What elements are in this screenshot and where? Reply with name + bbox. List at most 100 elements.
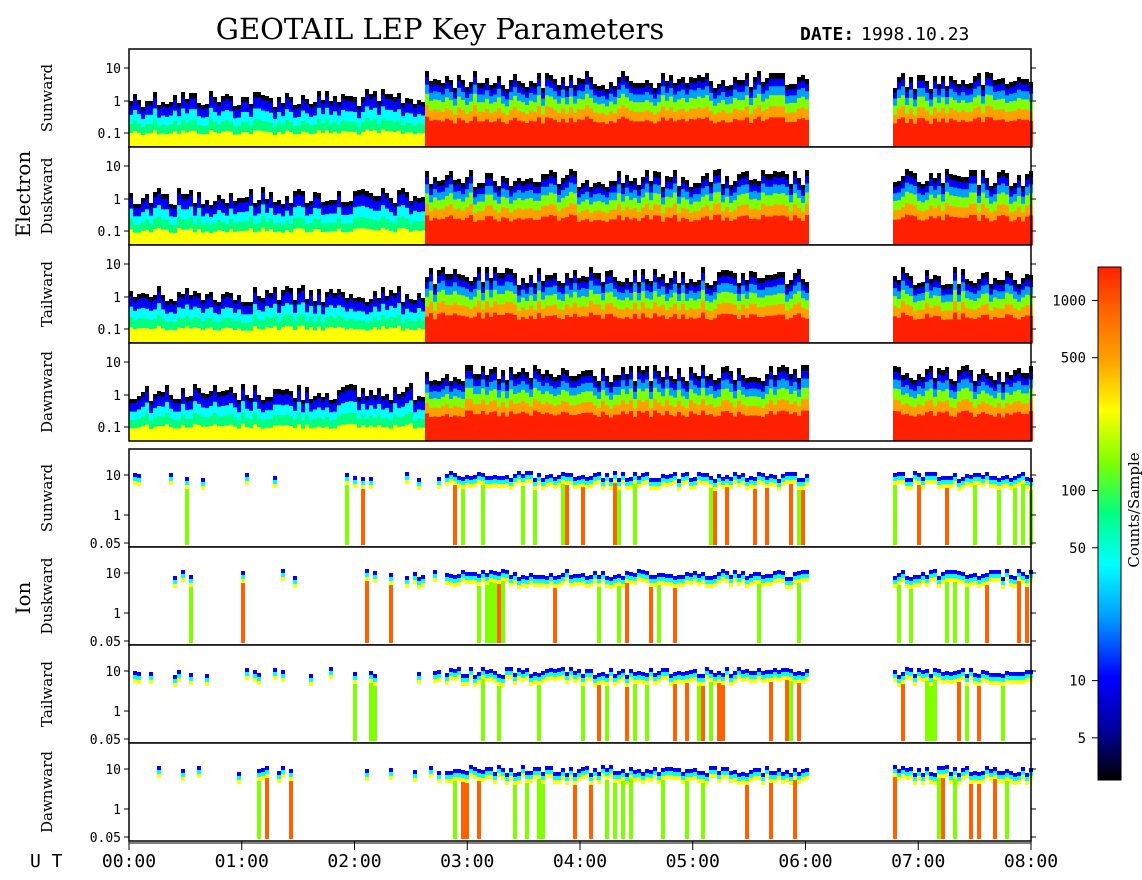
spectrogram-cell — [593, 415, 597, 442]
spectrogram-cell — [961, 291, 965, 303]
spectrogram-cell — [753, 481, 757, 485]
spectrogram-cell — [661, 86, 665, 96]
spectrogram-cell — [369, 329, 373, 344]
spectrogram-cell — [609, 121, 613, 148]
spectrogram-cell — [197, 328, 201, 344]
spectrogram-cell — [989, 221, 993, 246]
spectrogram-cell — [353, 390, 357, 403]
spectrogram-cell — [981, 374, 985, 383]
spectrogram-cell — [513, 79, 517, 88]
spectrogram-cell — [909, 406, 913, 417]
spectrogram-cell — [1005, 173, 1009, 180]
spectrogram-cell — [489, 103, 493, 114]
spectrogram-cell — [401, 193, 405, 206]
spectrogram-cell — [1001, 78, 1005, 85]
spectrogram-cell — [1009, 82, 1013, 88]
spectrogram-cell — [921, 188, 925, 196]
spectrogram-cell — [189, 409, 193, 419]
spectrogram-cell — [205, 125, 209, 135]
spectrogram-cell — [957, 176, 961, 183]
spectrogram-cell — [297, 205, 301, 218]
spectrogram-cell — [293, 191, 297, 197]
spectrogram-cell — [449, 475, 453, 479]
spectrogram-cell — [625, 81, 629, 90]
spectrogram-cell — [197, 125, 201, 135]
spectrogram-cell — [573, 405, 577, 416]
spectrogram-cell — [797, 415, 801, 442]
spectrogram-cell — [333, 399, 337, 404]
spectrogram-cell — [653, 302, 657, 314]
spectrogram-cell — [169, 418, 173, 428]
spectrogram-cell — [697, 107, 701, 119]
spectrogram-cell — [801, 75, 805, 82]
spectrogram-cell — [633, 399, 637, 409]
spectrogram-cell — [565, 86, 569, 92]
spectrogram-cell — [521, 297, 525, 308]
spectrogram-cell — [665, 188, 669, 198]
spectrogram-cell — [265, 401, 269, 411]
spectrogram-cell — [701, 280, 705, 291]
spectrogram-cell — [893, 193, 897, 202]
spectrogram-cell — [377, 124, 381, 134]
spectrogram-cell — [165, 322, 169, 331]
spectrogram-cell — [805, 387, 809, 400]
spectrogram-cell — [245, 97, 249, 103]
spectrogram-cell — [685, 472, 689, 476]
spectrogram-cell — [669, 96, 673, 108]
spectrogram-cell — [317, 305, 321, 317]
spectrogram-cell — [349, 318, 353, 329]
spectrogram-cell — [793, 412, 797, 442]
spectrogram-cell — [441, 280, 445, 291]
spectrogram-cell — [933, 88, 937, 98]
spectrogram-cell — [397, 303, 401, 315]
spectrogram-cell — [245, 230, 249, 246]
spectrogram-cell — [421, 106, 425, 116]
spectrogram-cell — [573, 415, 577, 442]
spectrogram-cell — [641, 370, 645, 377]
spectrogram-cell — [273, 223, 277, 233]
spectrogram-cell — [557, 122, 561, 148]
spectrogram-cell — [389, 198, 393, 204]
spectrogram-cell — [989, 415, 993, 442]
spectrogram-cell — [729, 189, 733, 197]
spectrogram-cell — [613, 288, 617, 298]
spectrogram-cell — [705, 73, 709, 80]
spectrogram-cell — [789, 95, 793, 104]
spectrogram-cell — [441, 383, 445, 390]
spectrogram-cell — [665, 181, 669, 189]
spectrogram-cell — [777, 372, 781, 381]
spectrogram-cell — [273, 480, 277, 484]
spectrogram-cell — [445, 478, 449, 482]
spectrogram-cell — [441, 111, 445, 122]
spectrogram-cell — [953, 206, 957, 218]
spectrogram-cell — [317, 289, 321, 295]
spectrogram-cell — [785, 112, 789, 123]
spectrogram-cell — [137, 294, 141, 300]
spectrogram-cell — [169, 208, 173, 217]
spectrogram-cell — [129, 114, 133, 125]
spectrogram-cell — [465, 410, 469, 442]
spectrogram-cell — [753, 119, 757, 148]
spectrogram-cell — [685, 88, 689, 96]
spectrogram-cell — [1017, 310, 1021, 320]
spectrogram-cell — [533, 301, 537, 311]
spectrogram-cell — [133, 420, 137, 429]
spectrogram-cell — [909, 171, 913, 178]
spectrogram-cell — [281, 327, 285, 344]
spectrogram-cell — [597, 285, 601, 295]
spectrogram-cell — [605, 191, 609, 198]
spectrogram-cell — [457, 179, 461, 185]
spectrogram-cell — [393, 112, 397, 123]
spectrogram-cell — [141, 119, 145, 128]
spectrogram-cell — [337, 316, 341, 328]
spectrogram-cell — [701, 365, 705, 372]
spectrogram-cell — [129, 411, 133, 421]
spectrogram-cell — [425, 193, 429, 205]
spectrogram-cell — [921, 396, 925, 407]
spectrogram-cell — [681, 82, 685, 91]
spectrogram-cell — [705, 395, 709, 406]
spectrogram-cell — [501, 103, 505, 114]
spectrogram-cell — [489, 185, 493, 196]
spectrogram-cell — [405, 476, 409, 480]
spectrogram-cell — [297, 293, 301, 305]
